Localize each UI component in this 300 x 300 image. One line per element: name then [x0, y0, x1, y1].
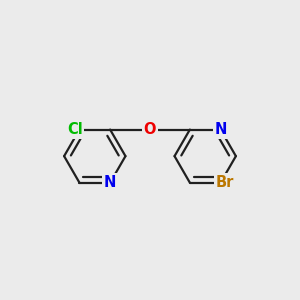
- Text: Br: Br: [216, 175, 234, 190]
- Text: N: N: [104, 175, 116, 190]
- Text: Cl: Cl: [67, 122, 83, 137]
- Text: O: O: [144, 122, 156, 137]
- Text: N: N: [214, 122, 227, 137]
